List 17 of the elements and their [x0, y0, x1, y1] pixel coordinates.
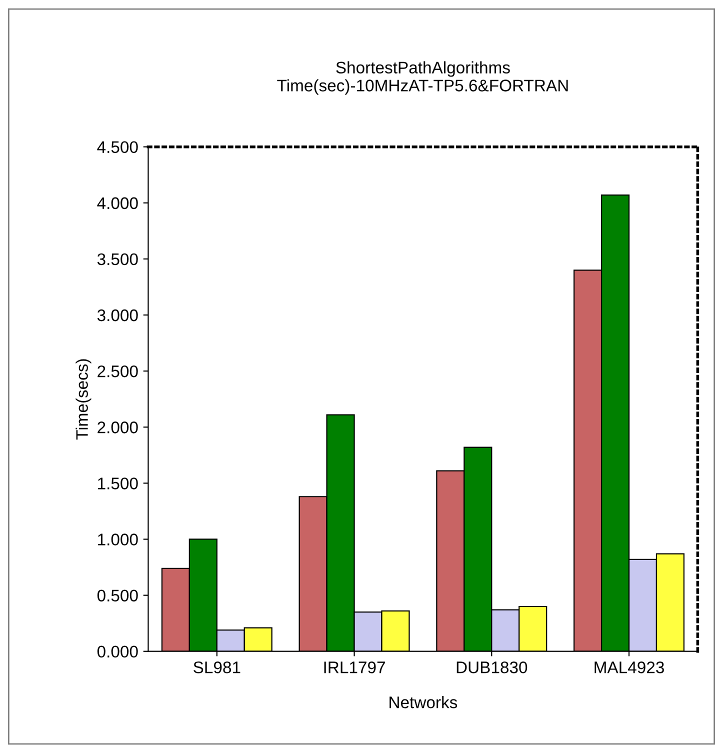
x-tick-label: IRL1797 — [324, 662, 385, 674]
x-axis-title: Networks — [390, 696, 458, 708]
y-tick-label: 4.500 — [97, 141, 138, 154]
y-tick-label: 4.000 — [97, 197, 138, 210]
y-tick-label: 2.000 — [98, 422, 138, 434]
x-tick-label: MAL4923 — [594, 662, 664, 674]
y-tick-label: 0.500 — [97, 590, 138, 602]
y-tick-label: 3.000 — [97, 309, 138, 322]
y-tick-label: 3.500 — [97, 253, 138, 266]
y-tick-label: 1.000 — [98, 534, 138, 546]
x-tick-label: DUB1830 — [456, 662, 528, 674]
x-tick-label: SL981 — [194, 662, 240, 674]
y-axis-title: Time(secs) — [76, 359, 92, 440]
y-tick-label: 1.500 — [98, 478, 138, 490]
y-tick-label: 0.000 — [97, 646, 138, 658]
y-tick-label: 2.500 — [98, 365, 138, 378]
chart-title: ShortestPathAlgorithms Time(sec)-10MHzAT-TP5.6&FORTRAN — [277, 61, 568, 95]
